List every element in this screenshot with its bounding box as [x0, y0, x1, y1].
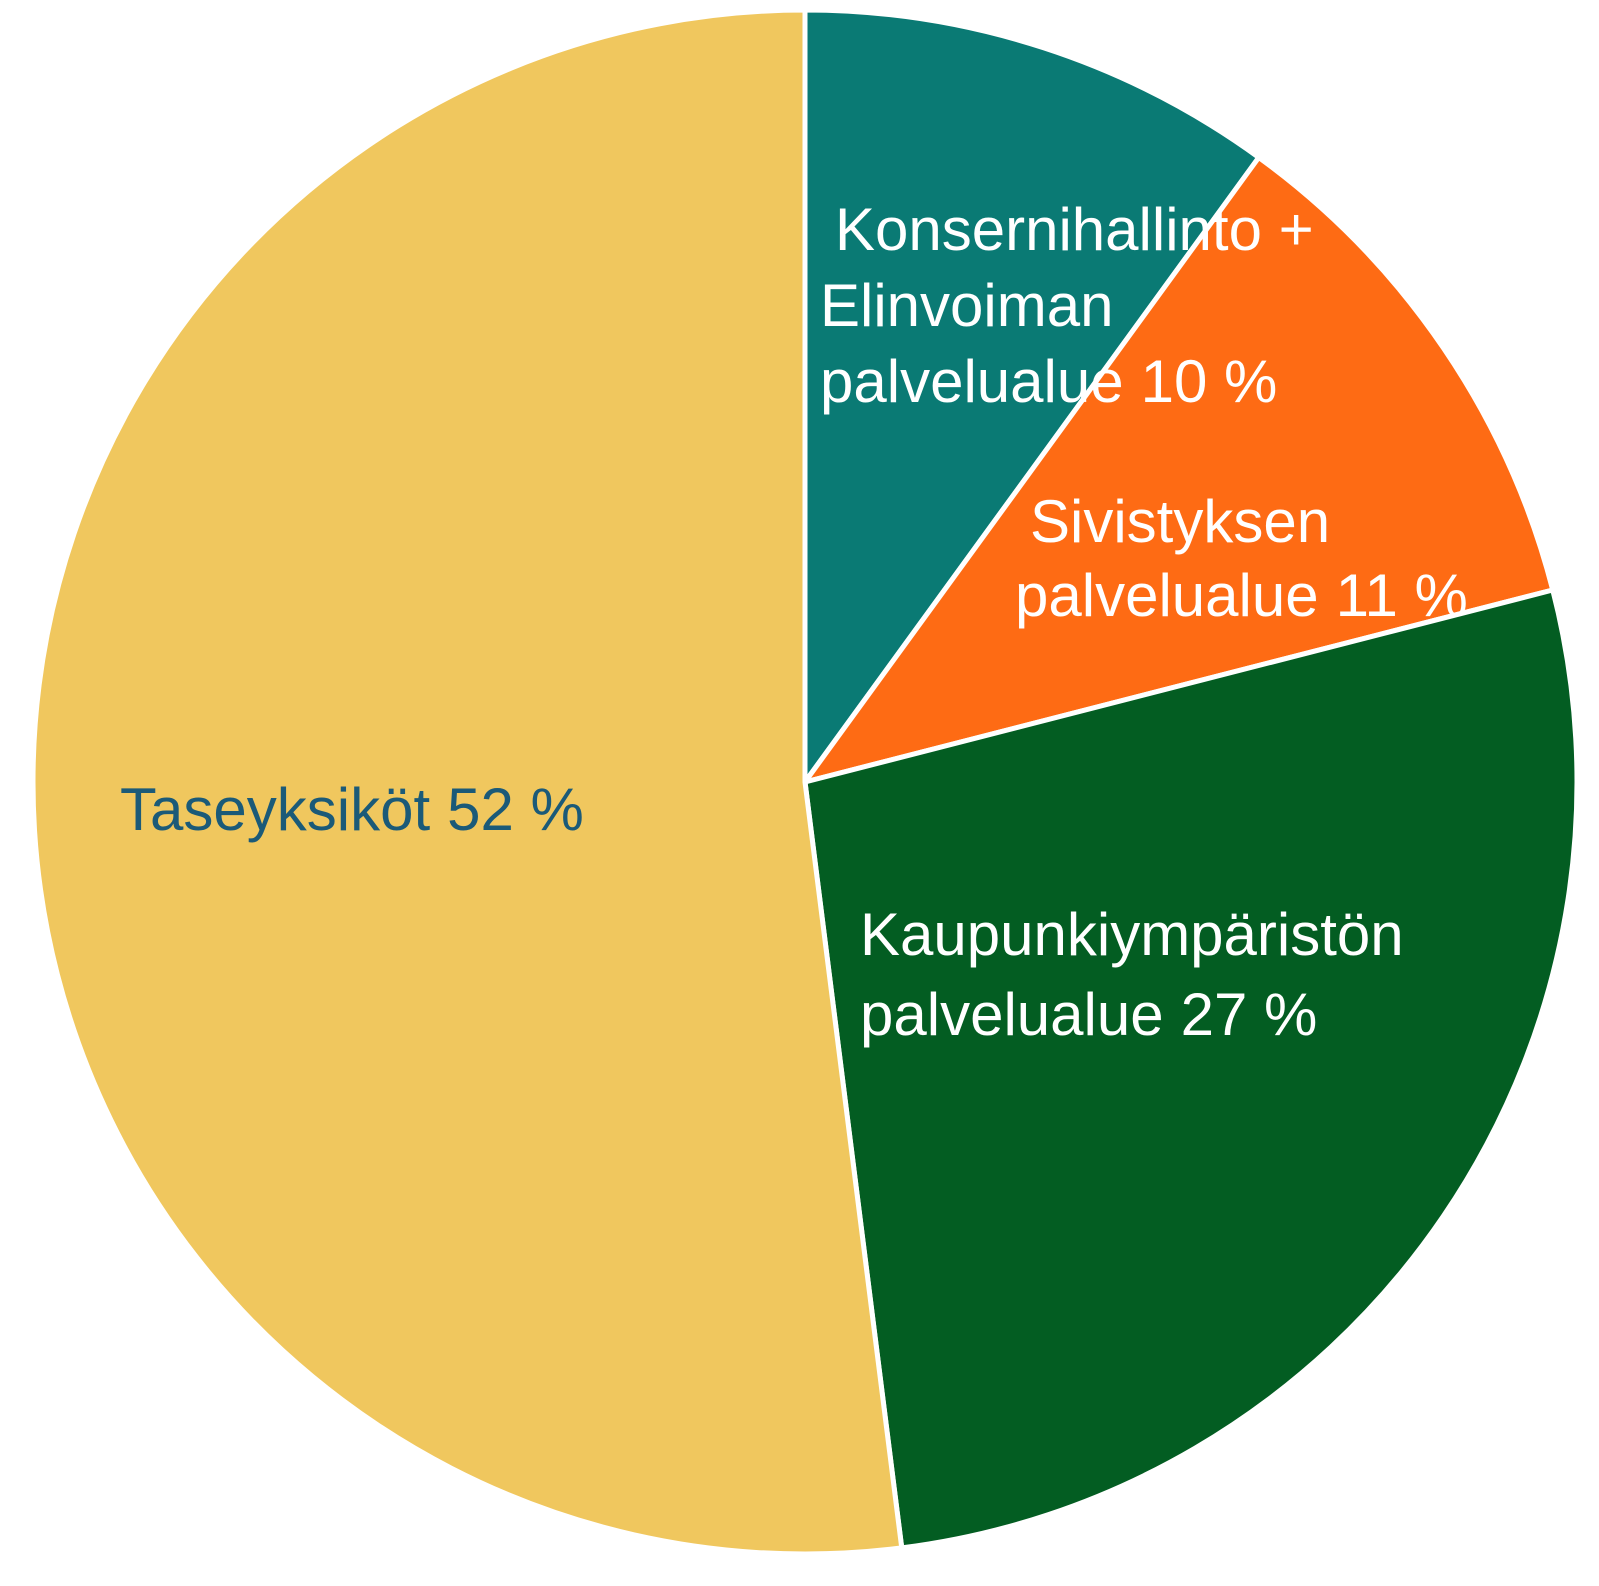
slice-label: Sivistyksen palvelualue: [1015, 488, 1330, 629]
value-label: 10 %: [1141, 348, 1278, 415]
pie-slice: [798, 153, 1556, 787]
label-line: Elinvoiman: [820, 272, 1113, 339]
slice-label: Kaupunkiympäristön palvelualue: [860, 901, 1404, 1048]
label-line: Taseyksiköt: [120, 776, 430, 843]
label-line: Kaupunkiympäristön: [860, 901, 1404, 968]
label-line: palvelualue: [820, 348, 1124, 415]
pie-slice: [802, 586, 1580, 1551]
label-line: Sivistyksen: [1030, 488, 1330, 555]
label-line: palvelualue: [1015, 562, 1319, 629]
slice-label: Taseyksiköt: [120, 776, 430, 843]
pie-slice: [30, 7, 905, 1557]
label-line: palvelualue: [860, 981, 1164, 1048]
value-label: 27 %: [1181, 981, 1318, 1048]
label-line: Konsernihallinto +: [835, 196, 1314, 263]
pie-slice: [802, 7, 1263, 790]
value-label: 52 %: [447, 776, 584, 843]
slice-label: Konsernihallinto + Elinvoiman palvelualue: [820, 196, 1314, 415]
value-label: 11 %: [1336, 562, 1468, 629]
